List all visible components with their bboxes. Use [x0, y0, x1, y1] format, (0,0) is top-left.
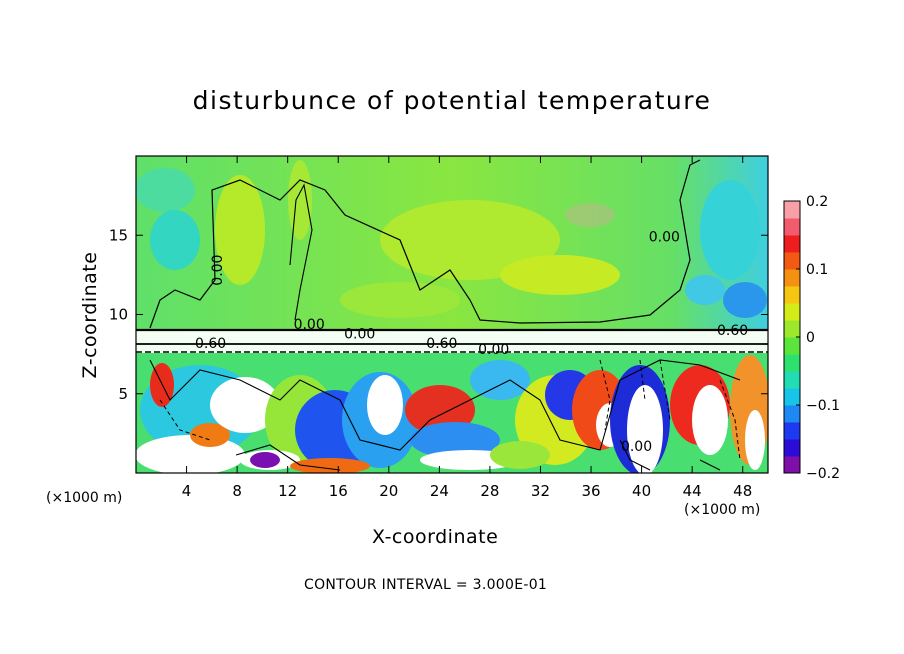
- x-tick-label: 48: [733, 482, 752, 500]
- x-tick-label: 32: [531, 482, 550, 500]
- chart-title: disturbunce of potential temperature: [192, 86, 712, 115]
- colorbar-segment: [784, 456, 800, 474]
- contour-label: 0.60: [717, 323, 748, 339]
- x-tick-label: 44: [683, 482, 702, 500]
- colorbar-segment: [784, 235, 800, 253]
- colorbar-segment: [784, 337, 800, 355]
- x-tick-label: 36: [581, 482, 600, 500]
- x-unit-label-left: (×1000 m): [46, 490, 123, 506]
- contour-lines: [136, 159, 768, 471]
- x-tick-label: 12: [278, 482, 297, 500]
- contour-label: 0.00: [294, 317, 325, 333]
- colorbar-segment: [784, 286, 800, 304]
- contour-label: 0.00: [478, 342, 509, 358]
- x-axis-ticks: 4 8 12 16 20 24 28 32 36 40 44 48: [182, 156, 752, 500]
- colorbar-tick-label: 0: [806, 330, 815, 346]
- x-axis-label: X-coordinate: [372, 526, 499, 548]
- y-tick-label: 15: [109, 226, 128, 244]
- contour-interval-note: CONTOUR INTERVAL = 3.000E-01: [304, 577, 548, 593]
- colorbar: 0.2 0.1 0 −0.1 −0.2: [783, 194, 840, 482]
- contour-label: 0.00: [344, 326, 375, 342]
- colorbar-segment: [784, 354, 800, 372]
- x-tick-label: 28: [480, 482, 499, 500]
- colorbar-segment: [784, 439, 800, 457]
- x-tick-label: 20: [379, 482, 398, 500]
- x-tick-label: 40: [632, 482, 651, 500]
- y-axis-label: Z-coordinate: [79, 251, 101, 379]
- colorbar-segment: [784, 201, 800, 219]
- temperature-field: [136, 156, 768, 473]
- colorbar-segment: [784, 405, 800, 423]
- contour-label: 0.60: [426, 336, 457, 352]
- colorbar-segment: [784, 269, 800, 287]
- colorbar-segment: [784, 371, 800, 389]
- contour-labels: 0.00 0.00 0.00 0.60 0.60 0.00 0.00 0.60 0.00: [195, 230, 748, 455]
- colorbar-segment: [784, 320, 800, 338]
- x-unit-label-right: (×1000 m): [684, 502, 761, 518]
- colorbar-segment: [784, 388, 800, 406]
- x-tick-label: 24: [430, 482, 449, 500]
- colorbar-segment: [784, 252, 800, 270]
- x-tick-label: 8: [232, 482, 242, 500]
- colorbar-tick-label: 0.1: [806, 262, 828, 278]
- colorbar-segment: [784, 303, 800, 321]
- y-axis-ticks: 5 10 15: [109, 226, 768, 403]
- colorbar-tick-label: 0.2: [806, 194, 828, 210]
- contour-label: 0.60: [195, 336, 226, 352]
- x-tick-label: 16: [329, 482, 348, 500]
- y-tick-label: 5: [118, 385, 128, 403]
- x-tick-label: 4: [182, 482, 192, 500]
- contour-label: 0.00: [210, 255, 226, 286]
- contour-label: 0.00: [621, 439, 652, 455]
- colorbar-tick-label: −0.2: [806, 466, 840, 482]
- colorbar-segment: [784, 422, 800, 440]
- y-tick-label: 10: [109, 306, 128, 324]
- colorbar-segment: [784, 218, 800, 236]
- colorbar-tick-label: −0.1: [806, 398, 840, 414]
- contour-label: 0.00: [649, 230, 680, 246]
